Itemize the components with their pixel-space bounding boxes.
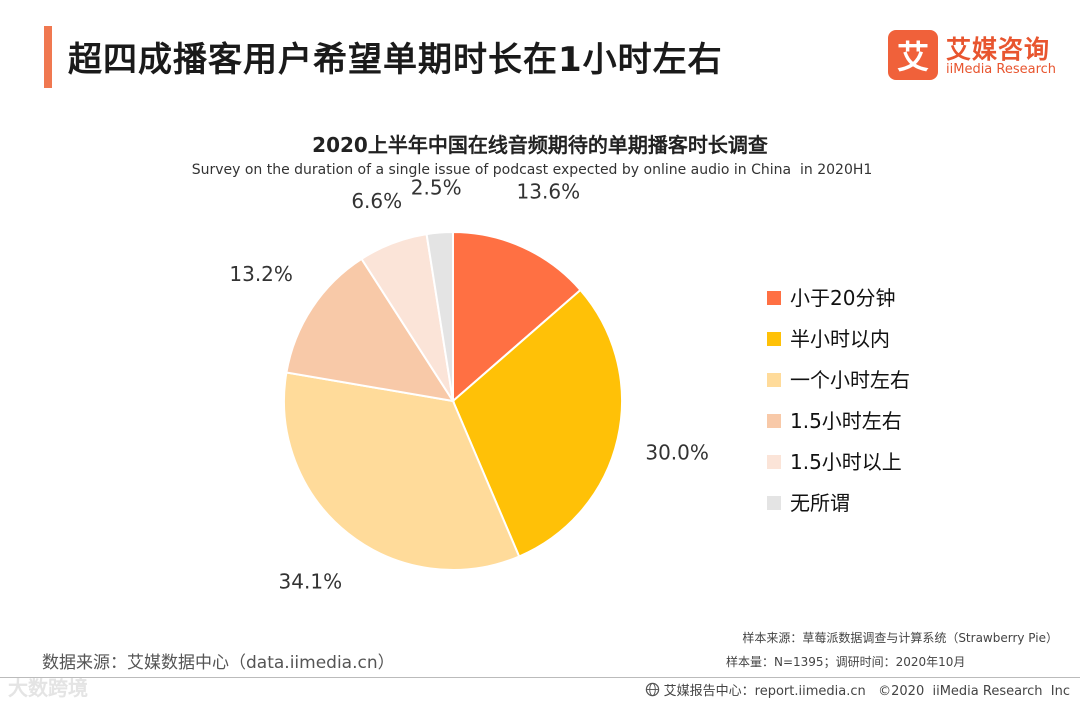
footer-divider — [0, 677, 1080, 678]
data-source: 数据来源：艾媒数据中心（data.iimedia.cn） — [42, 653, 395, 673]
pie-slice — [283, 371, 521, 571]
report-center: 艾媒报告中心：report.iimedia.cn ©2020 iiMedia R… — [645, 680, 1070, 699]
slice-data-label: 6.6% — [351, 189, 402, 213]
legend-label: 一个小时左右 — [790, 368, 910, 392]
slice-data-label: 13.2% — [229, 262, 293, 286]
chart-subtitle: Survey on the duration of a single issue… — [192, 162, 873, 178]
legend-swatch — [767, 496, 781, 510]
pie-slice — [285, 257, 456, 403]
logo-mark: 艾 — [888, 30, 938, 80]
globe-icon — [645, 682, 659, 697]
slice-data-label: 34.1% — [279, 569, 343, 593]
report-center-text: 艾媒报告中心：report.iimedia.cn ©2020 iiMedia R… — [663, 684, 1070, 699]
legend-swatch — [767, 455, 781, 469]
pie-slice — [452, 230, 582, 404]
pie-slice — [451, 288, 623, 558]
legend-swatch — [767, 373, 781, 387]
logo-name-en: iiMedia Research — [946, 62, 1057, 77]
page-title: 超四成播客用户希望单期时长在1小时左右 — [68, 40, 723, 80]
pie-slice — [425, 230, 454, 402]
slice-data-label: 13.6% — [517, 180, 581, 204]
brand-logo: 艾 艾媒咨询 iiMedia Research — [888, 30, 1068, 82]
slice-data-label: 2.5% — [411, 176, 462, 200]
legend-label: 1.5小时左右 — [790, 409, 902, 433]
legend-label: 半小时以内 — [790, 327, 890, 351]
watermark: 大数跨境 — [8, 676, 88, 700]
legend-swatch — [767, 291, 781, 305]
slice-data-label: 30.0% — [645, 441, 709, 465]
legend-swatch — [767, 414, 781, 428]
sample-source: 样本来源：草莓派数据调查与计算系统（Strawberry Pie） — [742, 631, 1058, 645]
legend-swatch — [767, 332, 781, 346]
legend-label: 小于20分钟 — [790, 286, 895, 310]
chart-title: 2020上半年中国在线音频期待的单期播客时长调查 — [312, 133, 768, 157]
legend-label: 1.5小时以上 — [790, 450, 902, 474]
title-accent-bar — [44, 26, 52, 88]
legend-label: 无所谓 — [790, 491, 850, 515]
logo-name-cn: 艾媒咨询 — [946, 35, 1051, 64]
sample-size: 样本量：N=1395；调研时间：2020年10月 — [726, 655, 966, 669]
